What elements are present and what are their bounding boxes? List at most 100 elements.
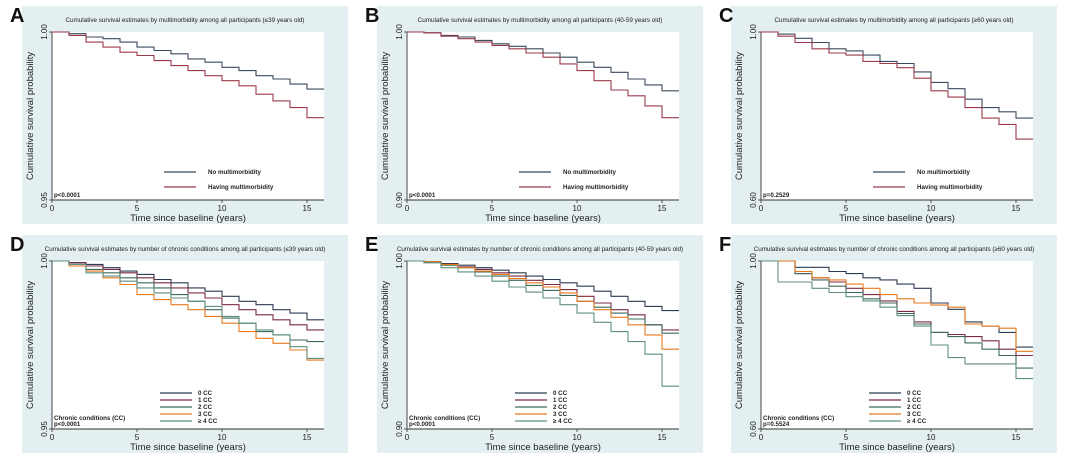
chart-panel-c: C Cumulative survival estimates by multim…: [719, 6, 1057, 224]
x-tick-label: 5: [844, 433, 849, 442]
legend-label: ≥ 4 CC: [907, 418, 927, 425]
legend-label: 1 CC: [907, 397, 922, 404]
y-axis-label: Cumulative survival probability: [380, 52, 391, 181]
legend-label: 2 CC: [553, 404, 568, 411]
chart-panel-d: D Cumulative survival estimates by number…: [10, 235, 348, 453]
x-tick-label: 15: [303, 204, 312, 213]
legend-label: No multimorbidity: [208, 169, 261, 176]
y-tick-label: 1.00: [395, 24, 404, 40]
y-axis-label: Cumulative survival probability: [734, 52, 745, 181]
y-axis-label: Cumulative survival probability: [25, 281, 36, 410]
x-tick-label: 0: [405, 433, 410, 442]
x-tick-label: 0: [50, 433, 55, 442]
survival-curve-4: [52, 260, 324, 361]
x-tick-label: 5: [135, 204, 140, 213]
legend-label: ≥ 4 CC: [553, 418, 573, 425]
x-tick-label: 0: [759, 204, 764, 213]
panel-letter: A: [10, 6, 24, 27]
legend-label: 3 CC: [198, 411, 213, 418]
panel-letter: F: [719, 235, 731, 256]
y-tick-label: 0.90: [395, 421, 404, 437]
x-tick-label: 10: [927, 433, 936, 442]
survival-curve-4: [761, 260, 1033, 352]
legend-label: 0 CC: [907, 390, 922, 397]
legend-label: 1 CC: [198, 397, 213, 404]
survival-curve-5: [761, 260, 1033, 380]
survival-curve-2: [407, 31, 679, 119]
y-axis-label: Cumulative survival probability: [734, 281, 745, 410]
p-value: p=0.5524: [763, 421, 790, 428]
y-tick-label: 1.00: [40, 253, 49, 269]
legend-title: Chronic conditions (CC): [409, 415, 480, 422]
x-tick-label: 5: [135, 433, 140, 442]
survival-curve-2: [761, 31, 1033, 140]
p-value: p<0.0001: [54, 192, 81, 199]
legend-label: 3 CC: [553, 411, 568, 418]
x-tick-label: 10: [927, 204, 936, 213]
x-tick-label: 15: [303, 433, 312, 442]
p-value: p<0.0001: [409, 192, 436, 199]
x-axis-label: Time since baseline (years): [839, 442, 955, 453]
legend-label: 2 CC: [907, 404, 922, 411]
panel-letter: B: [365, 6, 379, 27]
y-tick-label: 0.60: [749, 192, 758, 208]
p-value: p<0.0001: [54, 421, 81, 428]
panel-letter: C: [719, 6, 733, 27]
x-tick-label: 15: [658, 204, 667, 213]
legend-label: 0 CC: [198, 390, 213, 397]
y-tick-label: 1.00: [749, 253, 758, 269]
survival-curve-2: [52, 31, 324, 119]
survival-curve-4: [407, 260, 679, 350]
x-axis-label: Time since baseline (years): [130, 442, 246, 453]
legend-label: 1 CC: [553, 397, 568, 404]
survival-curve-2: [52, 260, 324, 331]
y-tick-label: 0.95: [40, 421, 49, 437]
chart-panel-b: B Cumulative survival estimates by multim…: [365, 6, 703, 224]
chart-panel-f: F Cumulative survival estimates by number…: [719, 235, 1057, 453]
panel-letter: D: [10, 235, 24, 256]
x-tick-label: 15: [658, 433, 667, 442]
x-axis-label: Time since baseline (years): [839, 213, 955, 224]
x-tick-label: 10: [573, 204, 582, 213]
legend-title: Chronic conditions (CC): [763, 415, 834, 422]
legend-label: Having multimorbidity: [208, 184, 274, 191]
y-tick-label: 1.00: [395, 253, 404, 269]
x-tick-label: 10: [218, 204, 227, 213]
x-tick-label: 0: [759, 433, 764, 442]
chart-title: Cumulative survival estimates by number …: [397, 246, 683, 253]
plot-area: [761, 32, 1033, 200]
y-tick-label: 0.60: [749, 421, 758, 437]
legend-label: 2 CC: [198, 404, 213, 411]
chart-panel-e: E Cumulative survival estimates by number…: [365, 235, 703, 453]
survival-curve-1: [407, 260, 679, 312]
y-tick-label: 1.00: [40, 24, 49, 40]
chart-title: Cumulative survival estimates by multimo…: [775, 17, 1014, 24]
survival-curve-5: [52, 260, 324, 359]
survival-curve-1: [52, 260, 324, 321]
x-tick-label: 5: [844, 204, 849, 213]
x-tick-label: 10: [573, 433, 582, 442]
y-tick-label: 1.00: [749, 24, 758, 40]
x-axis-label: Time since baseline (years): [485, 442, 601, 453]
panel-letter: E: [365, 235, 378, 256]
x-tick-label: 15: [1012, 204, 1021, 213]
legend-label: 0 CC: [553, 390, 568, 397]
p-value: p<0.0001: [409, 421, 436, 428]
x-axis-label: Time since baseline (years): [130, 213, 246, 224]
chart-title: Cumulative survival estimates by number …: [45, 246, 326, 253]
survival-curve-1: [761, 31, 1033, 119]
x-tick-label: 0: [50, 204, 55, 213]
legend-label: Having multimorbidity: [563, 184, 629, 191]
chart-title: Cumulative survival estimates by number …: [754, 246, 1035, 253]
legend-label: No multimorbidity: [917, 169, 970, 176]
legend-label: 3 CC: [907, 411, 922, 418]
y-tick-label: 0.90: [395, 192, 404, 208]
x-axis-label: Time since baseline (years): [485, 213, 601, 224]
x-tick-label: 15: [1012, 433, 1021, 442]
x-tick-label: 5: [490, 433, 495, 442]
y-tick-label: 0.95: [40, 192, 49, 208]
plot-area: [761, 261, 1033, 429]
chart-title: Cumulative survival estimates by multimo…: [418, 17, 663, 24]
chart-panel-a: A Cumulative survival estimates by multim…: [10, 6, 348, 224]
